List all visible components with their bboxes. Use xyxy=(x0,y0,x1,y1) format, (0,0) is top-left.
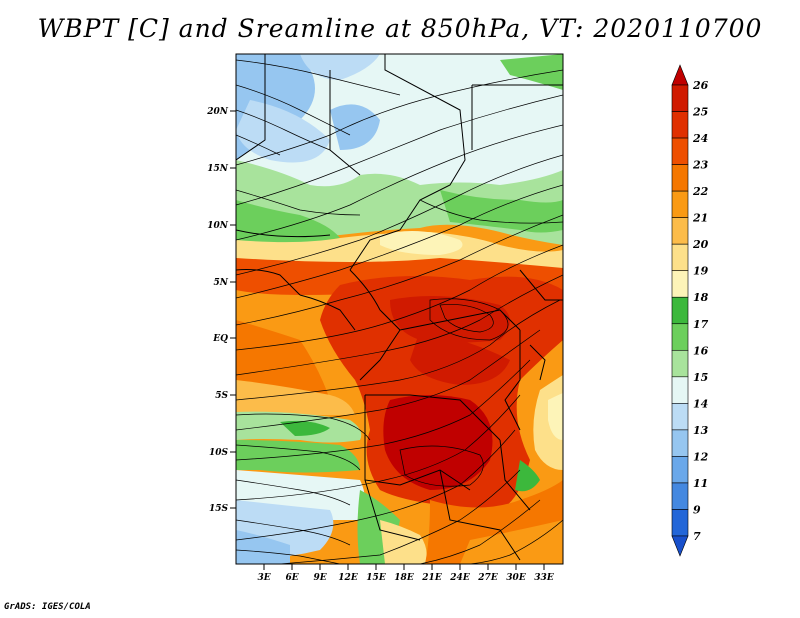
colorbar-segment xyxy=(671,270,689,298)
colorbar-label: 18 xyxy=(693,291,709,304)
lon-label: 33E xyxy=(534,573,554,583)
colorbar-segment xyxy=(671,509,689,537)
colorbar-label: 9 xyxy=(693,503,701,516)
colorbar-segment xyxy=(671,349,689,378)
colorbar-segment xyxy=(671,190,689,218)
colorbar-segment xyxy=(671,111,689,139)
colorbar-label: 20 xyxy=(692,238,709,251)
colorbar-label: 25 xyxy=(692,106,708,119)
colorbar-segment xyxy=(671,137,689,165)
colorbar-segment xyxy=(671,403,689,431)
lat-label: 10N xyxy=(207,221,229,231)
lon-label: 24E xyxy=(449,573,470,583)
colorbar-top-arrow xyxy=(671,64,689,86)
colorbar-label: 22 xyxy=(692,185,709,198)
lat-label: 20N xyxy=(206,107,229,117)
colorbar-label: 19 xyxy=(693,265,709,278)
colorbar-segment xyxy=(671,296,689,325)
lon-label: 18E xyxy=(394,573,414,583)
colorbar-label: 17 xyxy=(693,318,709,331)
streamlines xyxy=(236,59,563,564)
colorbar-label: 13 xyxy=(693,424,709,437)
colorbar-label: 16 xyxy=(693,344,709,357)
lat-label: 15S xyxy=(209,504,229,514)
grads-credit: GrADS: IGES/COLA xyxy=(4,602,91,612)
lon-label: 27E xyxy=(477,573,498,583)
colorbar-label: 24 xyxy=(692,132,708,145)
lat-label: 5N xyxy=(214,278,229,288)
colorbar-label: 15 xyxy=(693,371,708,384)
longitude-axis: 3E 6E 9E 12E 15E 18E 21E 24E 27E 30E 33E xyxy=(257,564,554,583)
country-borders xyxy=(236,54,563,561)
chart-title: WBPT [C] and Sreamline at 850hPa, VT: 20… xyxy=(37,14,763,43)
colorbar-segment xyxy=(671,323,689,351)
lat-label: 15N xyxy=(207,164,229,174)
latitude-axis: 20N 15N 10N 5N EQ 5S 10S 15S xyxy=(206,107,236,514)
lat-label: EQ xyxy=(212,334,228,344)
colorbar-label: 12 xyxy=(693,450,709,463)
colorbar-segment xyxy=(671,482,689,510)
lon-label: 21E xyxy=(421,573,442,583)
colorbar-label: 21 xyxy=(692,212,708,225)
wbpt-field xyxy=(236,54,563,564)
lon-label: 15E xyxy=(366,573,386,583)
colorbar-segment xyxy=(671,164,689,192)
colorbar-segment xyxy=(671,376,689,404)
colorbar-label: 23 xyxy=(692,159,709,172)
colorbar-segment xyxy=(671,243,689,272)
lon-label: 3E xyxy=(257,573,270,583)
colorbar-bottom-arrow xyxy=(671,535,689,557)
lat-label: 10S xyxy=(209,448,229,458)
lon-label: 12E xyxy=(338,573,358,583)
colorbar-label: 26 xyxy=(692,79,709,92)
colorbar-segment xyxy=(671,456,689,484)
colorbar: 26 25 24 23 22 21 20 19 18 17 16 15 14 13 12 11 9 7 xyxy=(671,64,709,557)
colorbar-label: 7 xyxy=(693,530,701,543)
lat-label: 5S xyxy=(215,391,228,401)
colorbar-segment xyxy=(671,84,689,112)
lon-label: 9E xyxy=(313,573,326,583)
colorbar-segment xyxy=(671,429,689,457)
colorbar-label: 11 xyxy=(693,477,708,490)
lon-label: 6E xyxy=(285,573,298,583)
colorbar-label: 14 xyxy=(693,397,708,410)
colorbar-segment xyxy=(671,217,689,245)
map-frame xyxy=(235,53,564,565)
lon-label: 30E xyxy=(506,573,526,583)
